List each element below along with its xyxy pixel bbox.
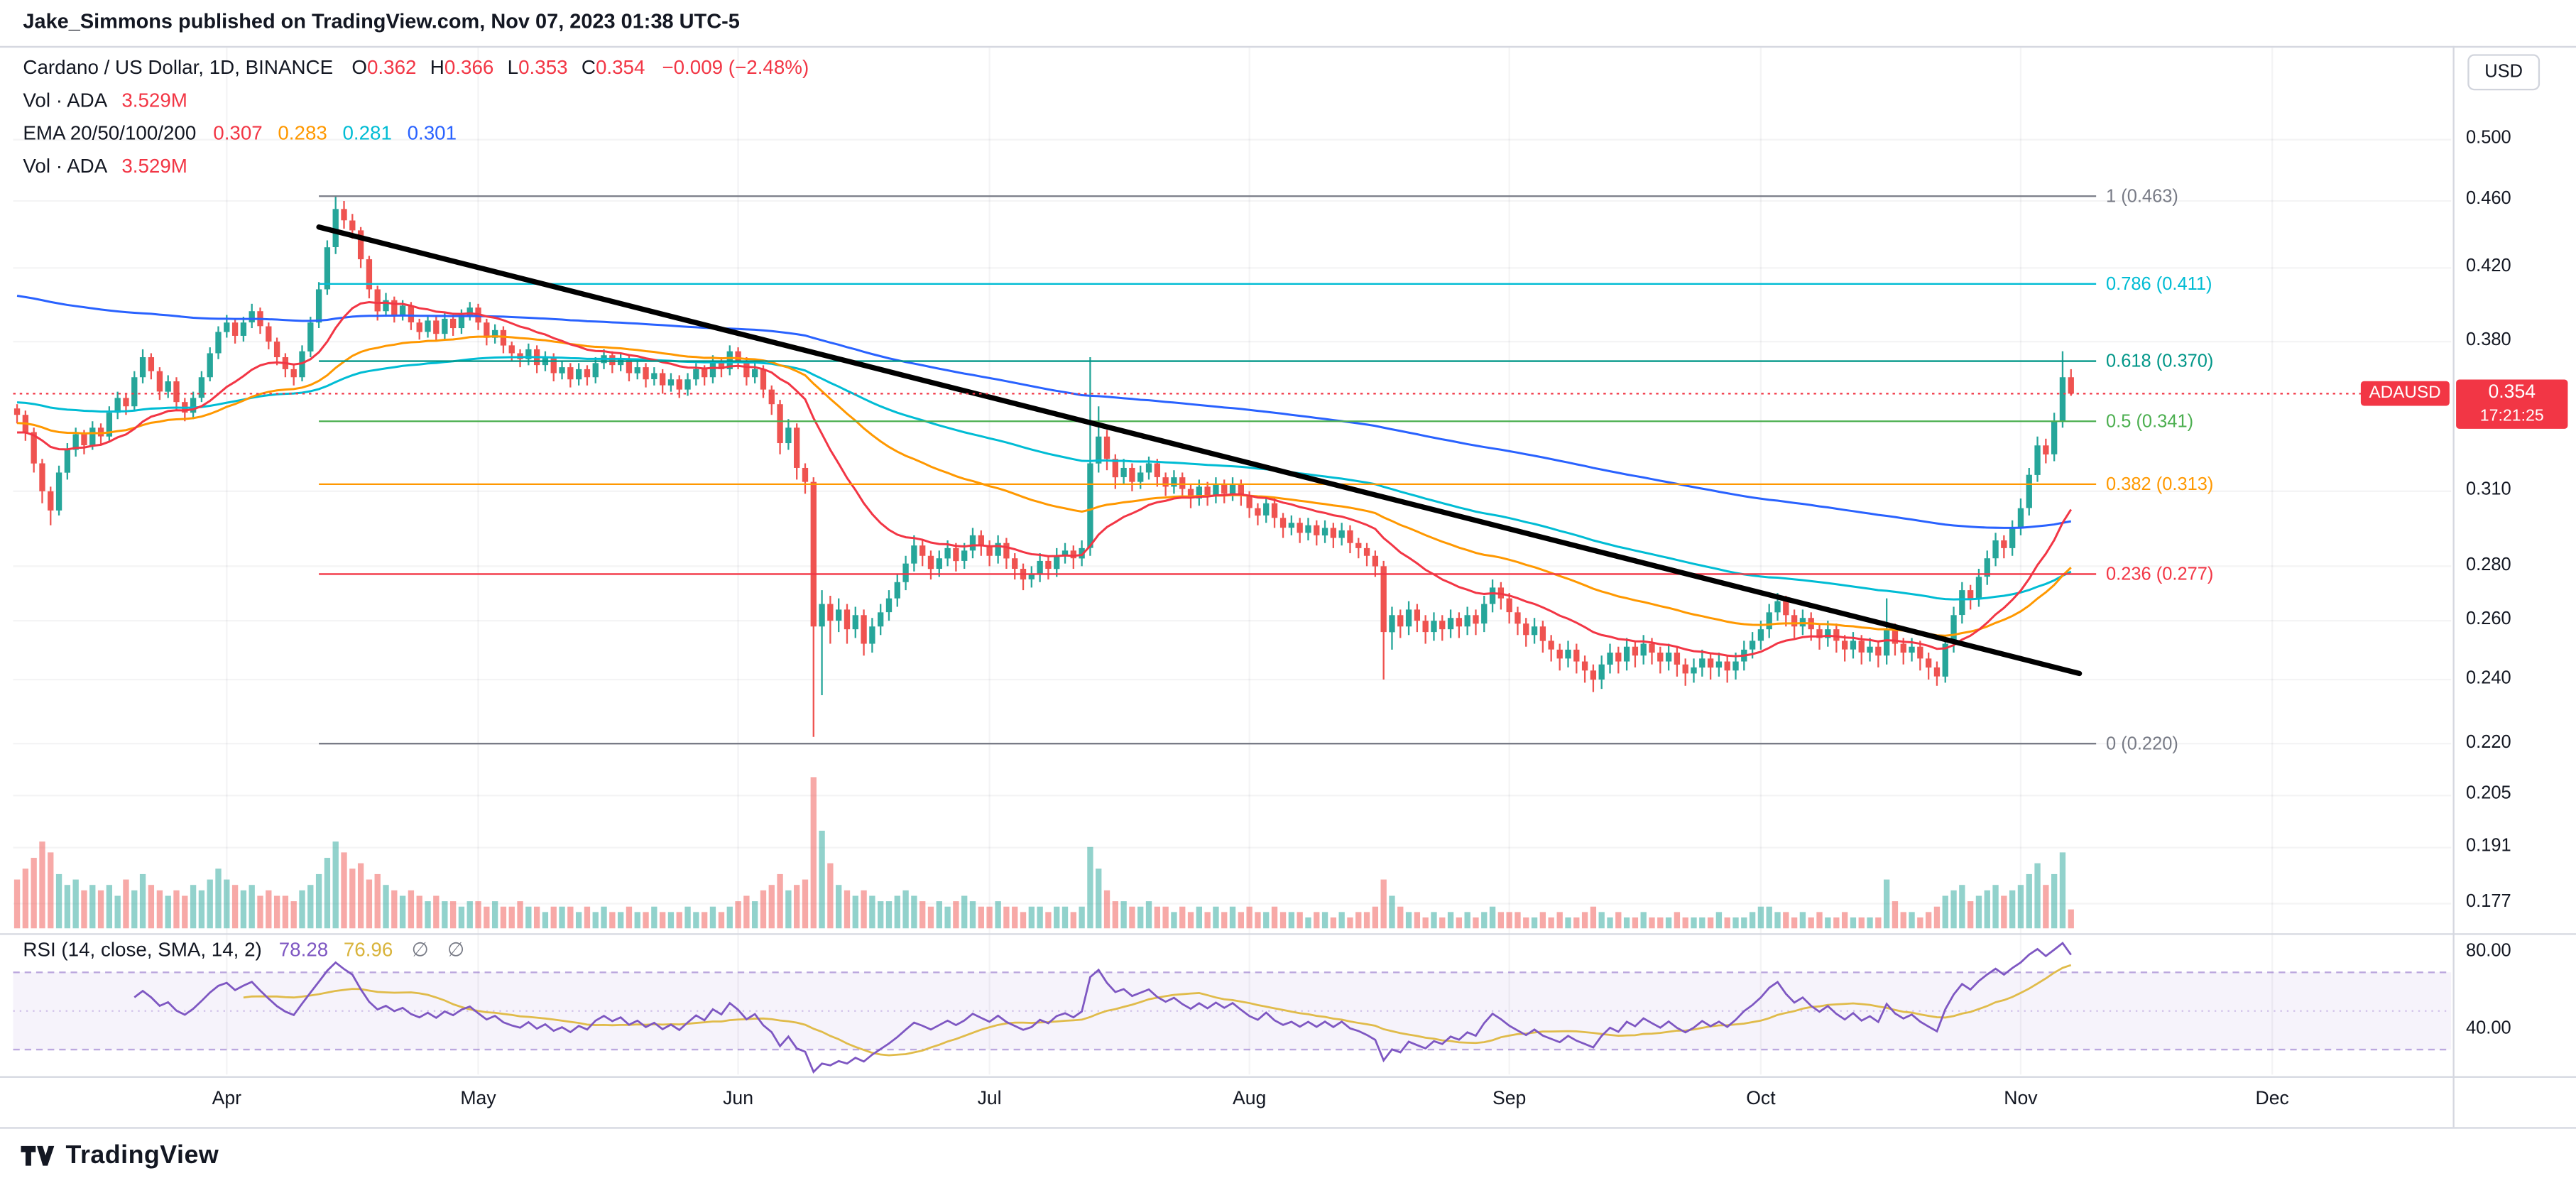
tradingview-logo-icon [21,1145,55,1166]
price-tick: 0.220 [2465,732,2511,752]
fib-level-label[interactable]: 0.382 (0.313) [2106,474,2213,494]
close-label: C [581,55,596,80]
high-label: H [430,55,444,80]
tradingview-logo[interactable]: TradingView [20,1138,219,1173]
rsi-tick: 80.00 [2465,941,2511,961]
volume-legend-row: Vol · ADA 3.529M [23,84,809,116]
rsi-value: 78.28 [278,938,329,961]
hidden-value-icon: ∅ [447,938,465,961]
rsi-line[interactable] [133,942,2072,1074]
symbol-title[interactable]: Cardano / US Dollar, 1D, BINANCE [23,55,334,80]
month-label: Nov [2004,1089,2038,1109]
price-tick: 0.460 [2465,189,2511,209]
high-value: 0.366 [444,55,494,80]
close-value: 0.354 [595,55,645,80]
month-label: Apr [212,1089,242,1109]
fib-level-label[interactable]: 0.786 (0.411) [2106,274,2212,294]
price-tick: 0.191 [2465,836,2511,856]
volume-legend-row-2: Vol · ADA 3.529M [23,150,809,182]
change-value: −0.009 (−2.48%) [662,55,809,80]
ema-legend-row: EMA 20/50/100/200 0.307 0.283 0.281 0.30… [23,116,809,149]
volume-value: 3.529M [121,88,187,112]
current-price-badge: 0.354 17:21:25 [2456,379,2568,429]
volume-value-2: 3.529M [121,154,187,178]
price-tick: 0.280 [2465,555,2511,574]
fib-level-label[interactable]: 0.5 (0.341) [2106,411,2193,431]
low-value: 0.353 [518,55,568,80]
tradingview-logo-text: TradingView [65,1140,219,1170]
fib-level-label[interactable]: 0.236 (0.277) [2106,565,2213,584]
ema-line-200[interactable] [16,294,2072,529]
ema200-value: 0.301 [407,121,457,145]
volume-label[interactable]: Vol · ADA [23,88,107,112]
fib-level-label[interactable]: 0 (0.220) [2106,734,2178,753]
fib-level-label[interactable]: 1 (0.463) [2106,186,2178,206]
symbol-legend-row: Cardano / US Dollar, 1D, BINANCE O0.362 … [23,51,809,84]
price-tick: 0.420 [2465,256,2511,276]
low-label: L [507,55,519,80]
ema-line-100[interactable] [16,356,2072,601]
rsi-tick: 40.00 [2465,1018,2511,1039]
volume-bars [13,777,2074,929]
rsi-label[interactable]: RSI (14, close, SMA, 14, 2) [23,938,262,961]
open-label: O [351,55,367,80]
price-tick: 0.500 [2465,128,2511,148]
trendline-drawing[interactable] [316,224,2083,677]
currency-button[interactable]: USD [2467,54,2540,91]
month-label: Jun [723,1089,754,1109]
open-value: 0.362 [366,55,417,80]
chart-legend: Cardano / US Dollar, 1D, BINANCE O0.362 … [23,51,809,182]
rsi-band [13,972,2452,1050]
price-axis[interactable]: USD 0.500 0.460 0.420 0.380 0.310 0.280 0.260 0… [2455,46,2576,1127]
current-price-value: 0.354 [2488,383,2536,403]
price-tick: 0.177 [2465,892,2511,912]
time-axis[interactable]: Apr May Jun Jul Aug Sep Oct Nov Dec [0,1078,2452,1127]
ema100-value: 0.281 [342,121,392,145]
rsi-sma-value: 76.96 [343,938,393,961]
volume-label-2[interactable]: Vol · ADA [23,154,107,178]
ema-label[interactable]: EMA 20/50/100/200 [23,121,197,145]
rsi-legend-row: RSI (14, close, SMA, 14, 2) 78.28 76.96 … [23,938,464,961]
month-label: Dec [2255,1089,2289,1109]
bar-countdown: 17:21:25 [2479,407,2544,426]
ema50-value: 0.283 [278,121,327,145]
fib-level-label[interactable]: 0.618 (0.370) [2106,352,2213,371]
hidden-value-icon: ∅ [411,938,429,961]
publish-byline: Jake_Simmons published on TradingView.co… [23,9,740,33]
candles [13,196,2074,737]
month-label: Aug [1232,1089,1267,1109]
price-tick: 0.380 [2465,329,2511,350]
month-label: Sep [1492,1089,1527,1109]
price-tick: 0.260 [2465,609,2511,629]
price-tick: 0.310 [2465,479,2511,500]
month-label: Oct [1746,1089,1776,1109]
ema-line-20[interactable] [17,300,2073,658]
month-label: Jul [977,1089,1002,1109]
ema-line-50[interactable] [17,335,2072,637]
month-label: May [460,1089,496,1109]
price-tick: 0.205 [2465,784,2511,804]
price-tick: 0.240 [2465,667,2511,688]
adausd-price-tag: ADAUSD [2360,381,2450,406]
ema20-value: 0.307 [213,121,263,145]
